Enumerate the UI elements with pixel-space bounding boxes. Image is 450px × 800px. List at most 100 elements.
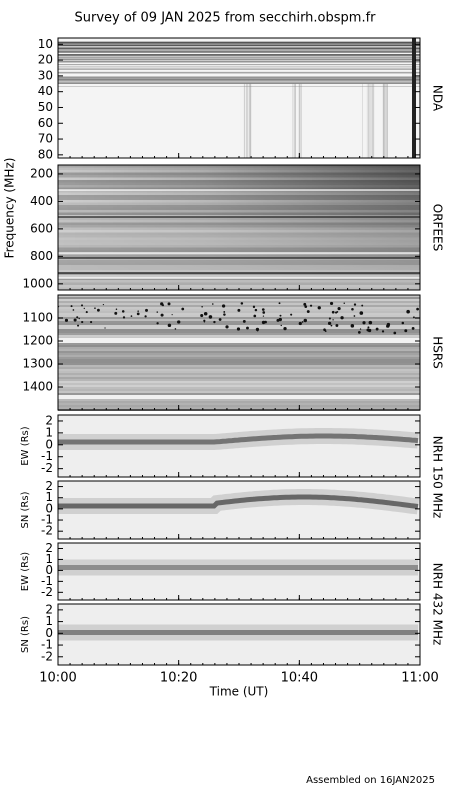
spectrogram-speck <box>317 306 321 310</box>
spectrogram-speck <box>393 331 397 335</box>
spectrogram-stripe <box>58 311 420 313</box>
spectrogram-stripe <box>58 399 420 401</box>
spectrogram-speck <box>343 302 345 305</box>
y-tick-label: -1 <box>41 574 53 588</box>
spectrogram-stripe <box>58 381 420 383</box>
spectrogram-stripe <box>58 338 420 343</box>
spectrogram-stripe <box>58 295 420 297</box>
emission-band <box>58 433 419 445</box>
spectrogram-speck <box>351 307 354 311</box>
spectrogram-stripe <box>58 353 420 355</box>
spectrogram-stripe <box>58 389 420 391</box>
y-tick-label: 2 <box>45 479 53 493</box>
emission-band <box>58 494 419 509</box>
spectrogram-stripe <box>58 321 420 323</box>
spectrogram-speck <box>174 328 177 330</box>
x-tick-label: 10:00 <box>39 671 76 686</box>
spectrogram-stripe <box>58 361 420 363</box>
y-tick-label: 0 <box>45 501 53 515</box>
spectrogram-stripe <box>58 299 420 301</box>
spectrogram-stripe <box>58 403 420 405</box>
y-tick-label: -2 <box>41 524 53 538</box>
spectrogram-speck <box>77 324 80 327</box>
panel-y-label: SN (Rs) <box>20 616 31 653</box>
spectrogram-speck <box>411 326 415 330</box>
spectrogram-stripe <box>58 355 420 357</box>
spectrogram-speck <box>328 317 331 320</box>
y-tick-label: -1 <box>41 638 53 652</box>
spectrogram-speck <box>301 321 304 323</box>
y-tick-label: 1 <box>45 614 53 628</box>
spectrogram-speck <box>381 330 385 333</box>
spectrogram-speck <box>80 304 84 307</box>
spectrogram-speck <box>254 308 258 312</box>
spectrogram-stripe <box>58 401 420 403</box>
spectrogram-speck <box>261 308 265 311</box>
spectrogram-speck <box>255 327 260 331</box>
spectrogram-speck <box>252 305 256 309</box>
y-tick-label: 0 <box>45 563 53 577</box>
spectrogram-speck <box>160 313 164 317</box>
spectrogram-speck <box>200 313 204 318</box>
panel-label: ORFEES <box>431 204 445 251</box>
spectrogram-stripe <box>58 351 420 353</box>
spectrogram-speck <box>70 305 73 308</box>
panel-y-label: EW (Rs) <box>20 426 31 465</box>
spectrogram-speck <box>335 324 339 327</box>
spectrogram-speck <box>353 315 356 317</box>
y-tick-label: 2 <box>45 413 53 427</box>
spectrogram-speck <box>401 321 405 325</box>
spectrogram-speck <box>122 316 126 319</box>
spectrogram-speck <box>298 321 302 326</box>
spectrogram-stripe <box>58 385 420 387</box>
y-tick-label: 1100 <box>22 311 53 325</box>
y-tick-label: 2 <box>45 602 53 616</box>
spectrogram-stripe <box>58 325 420 327</box>
spectrogram-speck <box>280 324 282 327</box>
spectrogram-stripe <box>58 323 420 325</box>
spectrogram-speck <box>171 314 173 316</box>
spectrogram-speck <box>306 310 310 314</box>
y-tick-label: 1300 <box>22 357 53 371</box>
spectrogram-speck <box>137 310 139 312</box>
spectrogram-speck <box>359 311 364 315</box>
spectrogram-speck <box>213 320 216 324</box>
spectrogram-speck <box>329 301 334 306</box>
spectrogram-speck <box>359 328 362 330</box>
spectrogram-speck <box>336 311 339 313</box>
spectrogram-speck <box>236 327 241 331</box>
spectrogram-speck <box>303 318 308 323</box>
spectrogram-speck <box>156 322 159 325</box>
chart-title: Survey of 09 JAN 2025 from secchirh.obsp… <box>75 11 377 26</box>
spectrogram-speck <box>406 309 410 314</box>
spectrogram-speck <box>246 326 249 330</box>
spectrogram-speck <box>115 308 118 311</box>
y-tick-label: 20 <box>38 53 53 67</box>
spectrogram-speck <box>242 319 246 323</box>
spectrogram-stripe <box>58 379 420 381</box>
x-tick-label: 10:20 <box>160 671 197 686</box>
spectrogram-speck <box>73 318 77 322</box>
spectrogram-speck <box>78 317 80 320</box>
y-tick-label: 200 <box>30 166 53 180</box>
spectrogram-speck <box>362 321 366 325</box>
spectrogram-speck <box>181 307 185 311</box>
spectrogram-speck <box>223 311 226 313</box>
spectrogram-speck <box>203 311 208 316</box>
spectrogram-stripe <box>58 345 420 347</box>
y-tick-label: 60 <box>38 116 53 130</box>
spectrogram-speck <box>94 307 96 309</box>
spectrogram-speck <box>160 302 164 306</box>
spectrogram-speck <box>327 321 332 326</box>
y-tick-label: 50 <box>38 100 53 114</box>
spectrogram-stripe <box>58 373 420 375</box>
spectrogram-speck <box>237 308 241 312</box>
spectrogram-streak <box>412 38 416 158</box>
spectrogram-stripe <box>58 315 420 317</box>
spectrogram-speck <box>167 323 172 328</box>
y-tick-label: 70 <box>38 132 53 146</box>
spectrogram-speck <box>102 303 105 306</box>
spectrogram-speck <box>85 311 88 314</box>
panel-label: HSRS <box>431 336 445 369</box>
spectrogram-speck <box>276 318 280 322</box>
